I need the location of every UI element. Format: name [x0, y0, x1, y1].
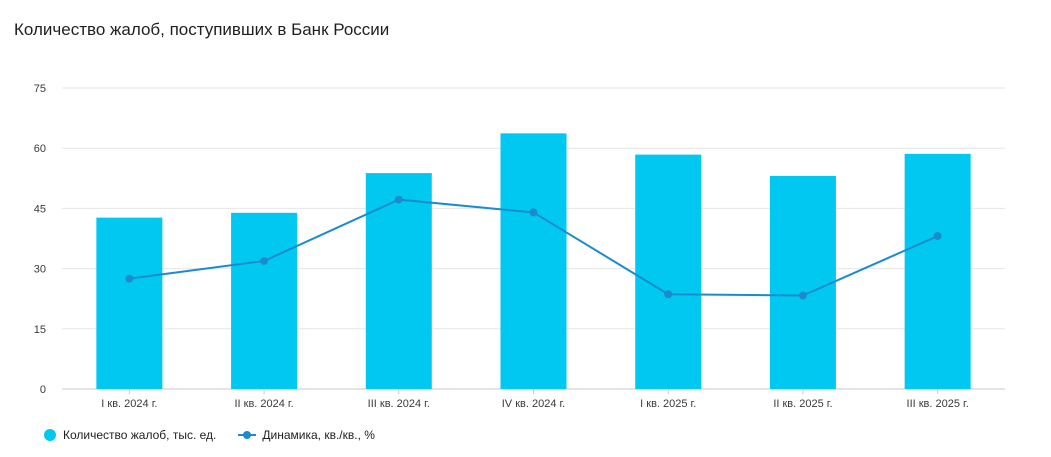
- line-point[interactable]: [933, 232, 942, 241]
- legend-line-swatch: [238, 429, 257, 441]
- y-tick-label: 15: [34, 324, 46, 336]
- y-tick-label: 0: [40, 384, 46, 396]
- y-tick-label: 30: [34, 264, 46, 276]
- x-tick-label: IV кв. 2024 г.: [502, 398, 565, 410]
- line-point[interactable]: [529, 208, 538, 217]
- legend-bar-swatch: [44, 429, 56, 441]
- bar[interactable]: [365, 173, 432, 389]
- bar[interactable]: [96, 217, 163, 389]
- legend-line-label: Динамика, кв./кв., %: [262, 428, 375, 442]
- bar[interactable]: [904, 153, 971, 389]
- line-point[interactable]: [394, 195, 403, 204]
- legend-bar-label: Количество жалоб, тыс. ед.: [63, 428, 217, 442]
- legend: Количество жалоб, тыс. ед. Динамика, кв.…: [44, 428, 397, 442]
- x-tick-label: III кв. 2025 г.: [907, 398, 969, 410]
- y-tick-label: 60: [34, 143, 46, 155]
- x-tick-label: I кв. 2025 г.: [640, 398, 696, 410]
- bar[interactable]: [500, 133, 567, 389]
- y-tick-label: 75: [34, 83, 46, 95]
- y-tick-label: 45: [34, 203, 46, 215]
- legend-item-line[interactable]: Динамика, кв./кв., %: [238, 428, 375, 442]
- chart-title: Количество жалоб, поступивших в Банк Рос…: [14, 20, 390, 39]
- x-tick-label: II кв. 2024 г.: [234, 398, 293, 410]
- line-point[interactable]: [664, 290, 673, 299]
- line-point[interactable]: [798, 291, 807, 300]
- legend-item-bars[interactable]: Количество жалоб, тыс. ед.: [44, 428, 216, 442]
- line-point[interactable]: [260, 256, 269, 265]
- bar[interactable]: [769, 175, 836, 389]
- x-tick-label: III кв. 2024 г.: [368, 398, 430, 410]
- x-tick-label: I кв. 2024 г.: [101, 398, 157, 410]
- bar[interactable]: [635, 154, 702, 389]
- bar[interactable]: [231, 212, 298, 389]
- x-tick-label: II кв. 2025 г.: [773, 398, 832, 410]
- line-point[interactable]: [125, 274, 134, 283]
